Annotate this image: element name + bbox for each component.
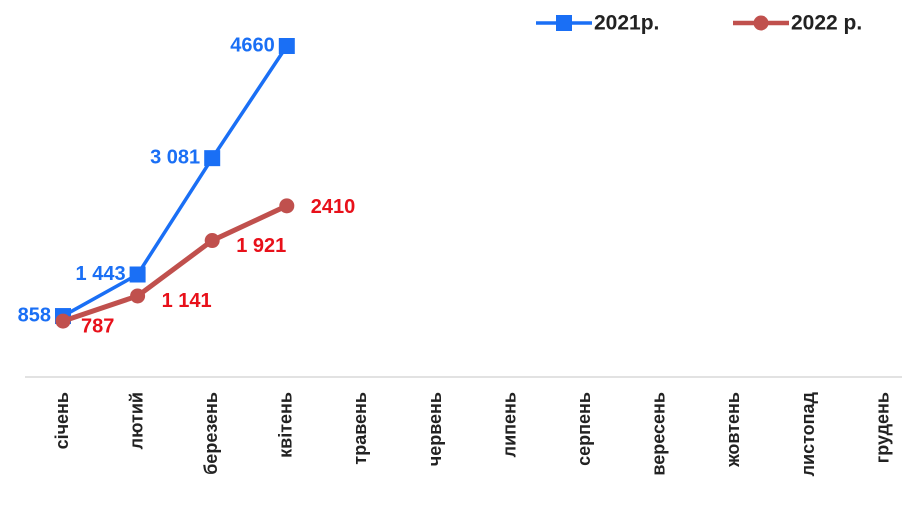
x-tick-label: жовтень — [723, 392, 743, 468]
data-label: 1 141 — [162, 290, 212, 312]
series-line — [62, 203, 288, 324]
x-tick-label: серпень — [574, 392, 594, 466]
data-label: 858 — [18, 304, 51, 326]
legend-marker — [753, 15, 769, 31]
x-tick-label: вересень — [649, 392, 669, 476]
legend-label: 2021р. — [594, 12, 659, 35]
marker — [279, 198, 295, 214]
data-label: 4660 — [230, 34, 275, 56]
series-line — [62, 45, 289, 318]
x-tick-label: березень — [201, 392, 221, 475]
marker — [129, 266, 146, 283]
x-tick-label: травень — [350, 392, 370, 465]
data-label: 2410 — [311, 196, 356, 218]
data-label: 1 921 — [236, 235, 286, 257]
marker — [130, 288, 146, 304]
x-tick-label: лютий — [126, 392, 146, 449]
data-label: 787 — [81, 315, 114, 337]
marker — [55, 313, 71, 329]
marker — [204, 150, 221, 167]
marker — [204, 233, 220, 249]
legend-marker — [556, 15, 572, 31]
x-tick-label: січень — [52, 392, 72, 449]
x-tick-label: грудень — [872, 392, 892, 463]
data-label: 1 443 — [76, 263, 126, 285]
data-label: 3 081 — [150, 146, 200, 168]
legend-label: 2022 р. — [791, 12, 862, 35]
x-tick-label: червень — [425, 392, 445, 466]
x-tick-label: листопад — [798, 391, 818, 476]
x-tick-label: квітень — [276, 392, 296, 458]
marker — [278, 38, 295, 54]
x-tick-label: липень — [499, 392, 519, 457]
